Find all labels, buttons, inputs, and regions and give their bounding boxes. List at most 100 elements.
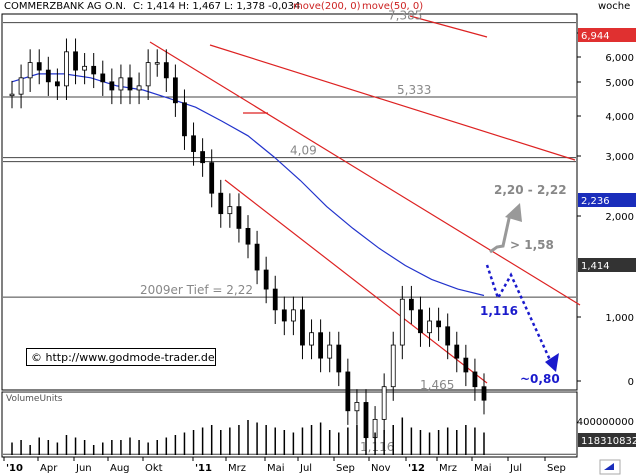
x-tick-label: Apr <box>40 463 58 474</box>
x-tick-label: Mrz <box>228 463 246 474</box>
x-tick-label: '11 <box>195 463 212 474</box>
candle-body <box>436 320 442 328</box>
level-label: 1,116 <box>360 440 394 454</box>
support-label: 1,116 <box>480 304 518 318</box>
level-label: 1,465 <box>420 378 454 392</box>
candle-body <box>481 386 487 401</box>
trendline-lower-channel <box>224 179 488 384</box>
candle-body <box>390 344 396 388</box>
last-close-badge <box>578 258 636 272</box>
candle-body <box>182 102 187 137</box>
target-up-label: 2,20 - 2,22 <box>494 183 567 197</box>
candle-body <box>91 65 97 75</box>
candle-body <box>445 326 451 346</box>
level-label: 7,385 <box>388 9 422 23</box>
candle-body <box>300 309 305 346</box>
forecast-down-arrowhead <box>545 353 559 372</box>
x-tick-label: '12 <box>408 463 425 474</box>
candle-body <box>354 402 360 412</box>
candle-body <box>45 69 51 83</box>
x-tick-label: Mai <box>474 463 492 474</box>
candle-body <box>191 135 196 152</box>
candle-body <box>472 371 478 388</box>
copyright-url[interactable]: http://www.godmode-trader.de <box>45 351 215 364</box>
y-tick-label: 3,000 <box>605 152 634 163</box>
forecast-up-path <box>489 213 512 254</box>
x-tick-label: Jul <box>509 463 522 474</box>
x-tick-label: Aug <box>110 463 130 474</box>
volume-badge <box>578 433 636 447</box>
candle-body <box>100 73 106 83</box>
trendline-upper-channel <box>149 41 581 306</box>
candle-body <box>136 85 142 91</box>
candle-body <box>381 386 387 420</box>
price-panel-frame <box>1 13 578 391</box>
candle-body <box>172 77 178 104</box>
candle-body <box>127 77 133 91</box>
candle-body <box>154 62 160 65</box>
level-label: 2009er Tief = 2,22 <box>140 283 253 297</box>
candle-body <box>408 298 414 311</box>
break-above-label: > 1,58 <box>510 238 554 252</box>
ma200-badge <box>578 28 636 42</box>
x-tick-label: Sep <box>547 463 566 474</box>
candle-body <box>427 320 432 334</box>
copyright-icon: © <box>31 351 42 364</box>
candle-body <box>209 162 215 194</box>
level-label: 5,333 <box>397 83 431 97</box>
ticker-name: COMMERZBANK AG O.N. <box>4 1 127 12</box>
chart-header: COMMERZBANK AG O.N. C: 1,414 H: 1,467 L:… <box>0 0 636 14</box>
candle-body <box>218 192 224 215</box>
y-tick-label: 1,000 <box>605 313 634 324</box>
candle-body <box>236 206 242 229</box>
y-tick-label: 6,000 <box>605 53 634 64</box>
candle-body <box>200 151 206 164</box>
candle-body <box>281 309 287 322</box>
candle-body <box>336 344 342 373</box>
candle-body <box>345 371 351 412</box>
candle-body <box>227 206 233 215</box>
candle-body <box>27 62 33 79</box>
x-tick-label: Mrz <box>439 463 457 474</box>
x-tick-label: Sep <box>336 463 355 474</box>
ma200-badge-text: 6,944 <box>581 31 610 42</box>
volume-panel-frame <box>1 391 578 458</box>
candle-body <box>318 332 324 359</box>
candle-body <box>64 51 69 87</box>
trendline-long-resistance <box>209 44 576 161</box>
x-tick-label: Mai <box>267 463 285 474</box>
x-tick-label: Jun <box>75 463 92 474</box>
ma50-line <box>11 73 485 297</box>
candle-body <box>82 65 88 71</box>
candle-body <box>54 81 60 87</box>
candle-body <box>109 81 115 91</box>
ma50-legend: move(50, 0) <box>362 1 424 12</box>
x-tick-label: Okt <box>145 463 163 474</box>
volume-badge-text: 118310832 <box>581 436 636 447</box>
trendline-top <box>409 15 488 38</box>
candle-body <box>463 357 469 373</box>
candle-body <box>254 243 260 271</box>
y-tick-label: 2,000 <box>605 212 634 223</box>
candle-body <box>118 77 124 91</box>
ma200-legend: move(200, 0) <box>293 1 361 12</box>
candle-body <box>327 344 333 359</box>
volume-y-tick-label: 400000000 <box>577 417 634 428</box>
ma50-badge <box>578 193 636 207</box>
volume-panel-title: VolumeUnits <box>6 394 63 404</box>
interval-label: woche <box>598 1 631 12</box>
x-tick-label: '10 <box>6 463 23 474</box>
ohlc-readout: C: 1,414 H: 1,467 L: 1,378 -0,034 <box>133 1 301 12</box>
y-tick-label: 5,000 <box>605 78 634 89</box>
x-tick-label: Nov <box>371 463 391 474</box>
candle-body <box>9 93 15 97</box>
x-tick-label: Jul <box>299 463 312 474</box>
level-label: 4,09 <box>290 144 317 158</box>
candle-body <box>245 228 251 245</box>
candle-body <box>309 332 314 346</box>
candle-body <box>418 309 423 334</box>
candle-body <box>18 77 24 95</box>
candle-body <box>290 309 296 322</box>
